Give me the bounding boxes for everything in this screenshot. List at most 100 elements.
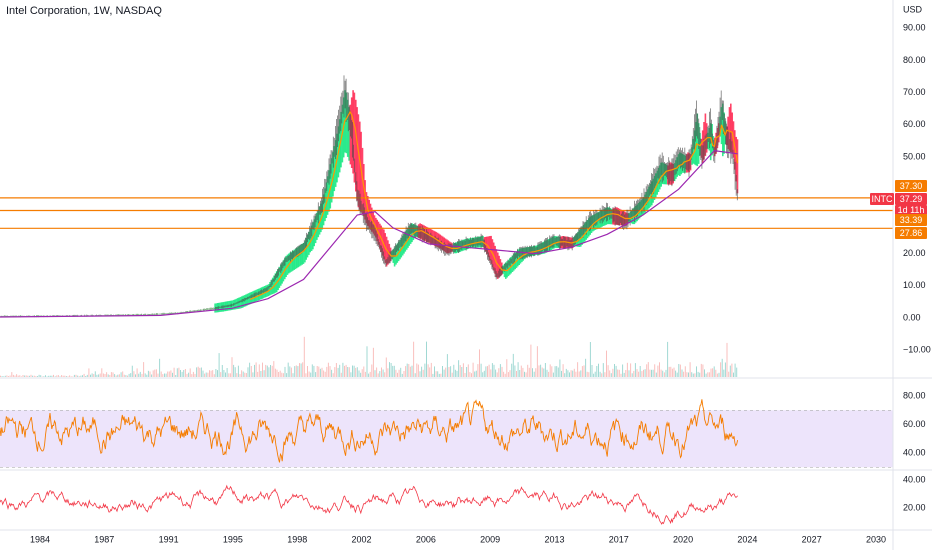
volume-bar bbox=[155, 369, 157, 377]
volume-bar bbox=[22, 375, 24, 377]
ribbon-segment bbox=[317, 209, 320, 238]
volume-bar bbox=[318, 366, 320, 377]
volume-bar bbox=[405, 366, 407, 377]
volume-bar bbox=[321, 367, 323, 377]
volume-bar bbox=[495, 369, 497, 377]
volume-bar bbox=[112, 372, 114, 377]
volume-bar bbox=[99, 373, 101, 377]
volume-bar bbox=[581, 366, 583, 377]
ribbon-segment bbox=[409, 224, 412, 244]
volume-bar bbox=[93, 374, 95, 377]
volume-bar bbox=[522, 367, 524, 377]
volume-bar bbox=[192, 371, 194, 377]
volume-bar bbox=[376, 367, 378, 377]
volume-bar bbox=[319, 368, 321, 377]
volume-bar bbox=[459, 365, 461, 377]
volume-bar bbox=[352, 365, 353, 377]
volume-bar bbox=[178, 367, 180, 377]
volume-bar bbox=[292, 373, 294, 377]
volume-bar bbox=[117, 374, 119, 377]
volume-bar bbox=[221, 365, 223, 377]
volume-bar bbox=[196, 367, 198, 377]
volume-bar bbox=[615, 365, 617, 377]
ribbon-segment bbox=[357, 114, 360, 208]
ma-orange-line bbox=[249, 110, 739, 301]
level-top-badge-bg bbox=[895, 180, 927, 192]
volume-bar bbox=[594, 371, 596, 377]
volume-bar bbox=[257, 371, 259, 377]
volume-bar bbox=[551, 366, 553, 377]
volume-bar bbox=[11, 372, 13, 377]
volume-bar bbox=[138, 373, 140, 377]
volume-bar bbox=[170, 370, 172, 377]
price-tick-label: 20.00 bbox=[903, 248, 926, 258]
volume-bar bbox=[160, 371, 162, 377]
volume-bar bbox=[6, 375, 8, 377]
volume-bar bbox=[56, 375, 58, 377]
volume-bar bbox=[567, 370, 569, 377]
volume-bar bbox=[626, 362, 628, 377]
volume-bar bbox=[51, 375, 53, 377]
volume-bar bbox=[456, 370, 458, 377]
volume-bar bbox=[242, 371, 244, 377]
volume-bar bbox=[329, 366, 331, 377]
volume-bar bbox=[339, 364, 341, 377]
volume-bar bbox=[149, 371, 151, 377]
volume-bar bbox=[609, 370, 611, 377]
level-mid-badge-text: 33.39 bbox=[900, 215, 923, 225]
volume-bar bbox=[57, 375, 59, 377]
volume-bar bbox=[421, 366, 423, 377]
ribbon-segment bbox=[647, 189, 649, 210]
volume-bar bbox=[659, 362, 660, 377]
volume-bar bbox=[654, 364, 656, 377]
ribbon-segment bbox=[584, 223, 586, 242]
ribbon-segment bbox=[271, 277, 274, 295]
price-tick-label: 10.00 bbox=[903, 280, 926, 290]
time-tick-label: 2027 bbox=[802, 534, 822, 544]
volume-bar bbox=[536, 346, 538, 377]
ribbon-segment bbox=[598, 211, 601, 228]
volume-bar bbox=[578, 371, 580, 377]
volume-bar bbox=[225, 372, 226, 377]
volume-bar bbox=[300, 363, 302, 377]
volume-bar bbox=[366, 346, 368, 377]
ribbon-segment bbox=[735, 136, 737, 182]
volume-bar bbox=[274, 368, 276, 377]
volume-bar bbox=[172, 372, 173, 377]
ribbon-segment bbox=[277, 269, 279, 291]
volume-bar bbox=[70, 376, 72, 377]
volume-bar bbox=[229, 373, 231, 377]
volume-bar bbox=[599, 371, 601, 377]
volume-bar bbox=[403, 371, 405, 377]
volume-bar bbox=[139, 371, 141, 377]
volume-bar bbox=[72, 376, 74, 377]
volume-bar bbox=[437, 371, 439, 377]
volume-bar bbox=[651, 369, 652, 377]
volume-bar bbox=[562, 364, 564, 377]
volume-bar bbox=[9, 375, 11, 377]
volume-bar bbox=[46, 376, 48, 377]
ribbon-segment bbox=[316, 213, 318, 240]
volume-bar bbox=[131, 365, 133, 377]
volume-bar bbox=[623, 372, 625, 377]
volume-bar bbox=[220, 372, 222, 377]
volume-bar bbox=[167, 371, 169, 377]
volume-bar bbox=[671, 368, 673, 377]
volume-bar bbox=[311, 364, 313, 377]
ribbon-segment bbox=[464, 239, 467, 250]
volume-bar bbox=[586, 371, 588, 377]
volume-bar bbox=[75, 374, 77, 377]
ribbon-segment bbox=[302, 243, 305, 264]
ribbon-segment bbox=[403, 234, 405, 254]
ribbon-segment bbox=[364, 180, 366, 220]
volume-bar bbox=[30, 374, 32, 377]
volume-bar bbox=[4, 375, 6, 377]
volume-bar bbox=[499, 364, 501, 377]
volume-bar bbox=[419, 371, 421, 377]
volume-bar bbox=[683, 371, 685, 377]
volume-bar bbox=[696, 366, 697, 377]
volume-bar bbox=[686, 372, 688, 377]
volume-bar bbox=[109, 375, 111, 377]
volume-pane bbox=[0, 336, 738, 377]
volume-bar bbox=[569, 372, 570, 377]
